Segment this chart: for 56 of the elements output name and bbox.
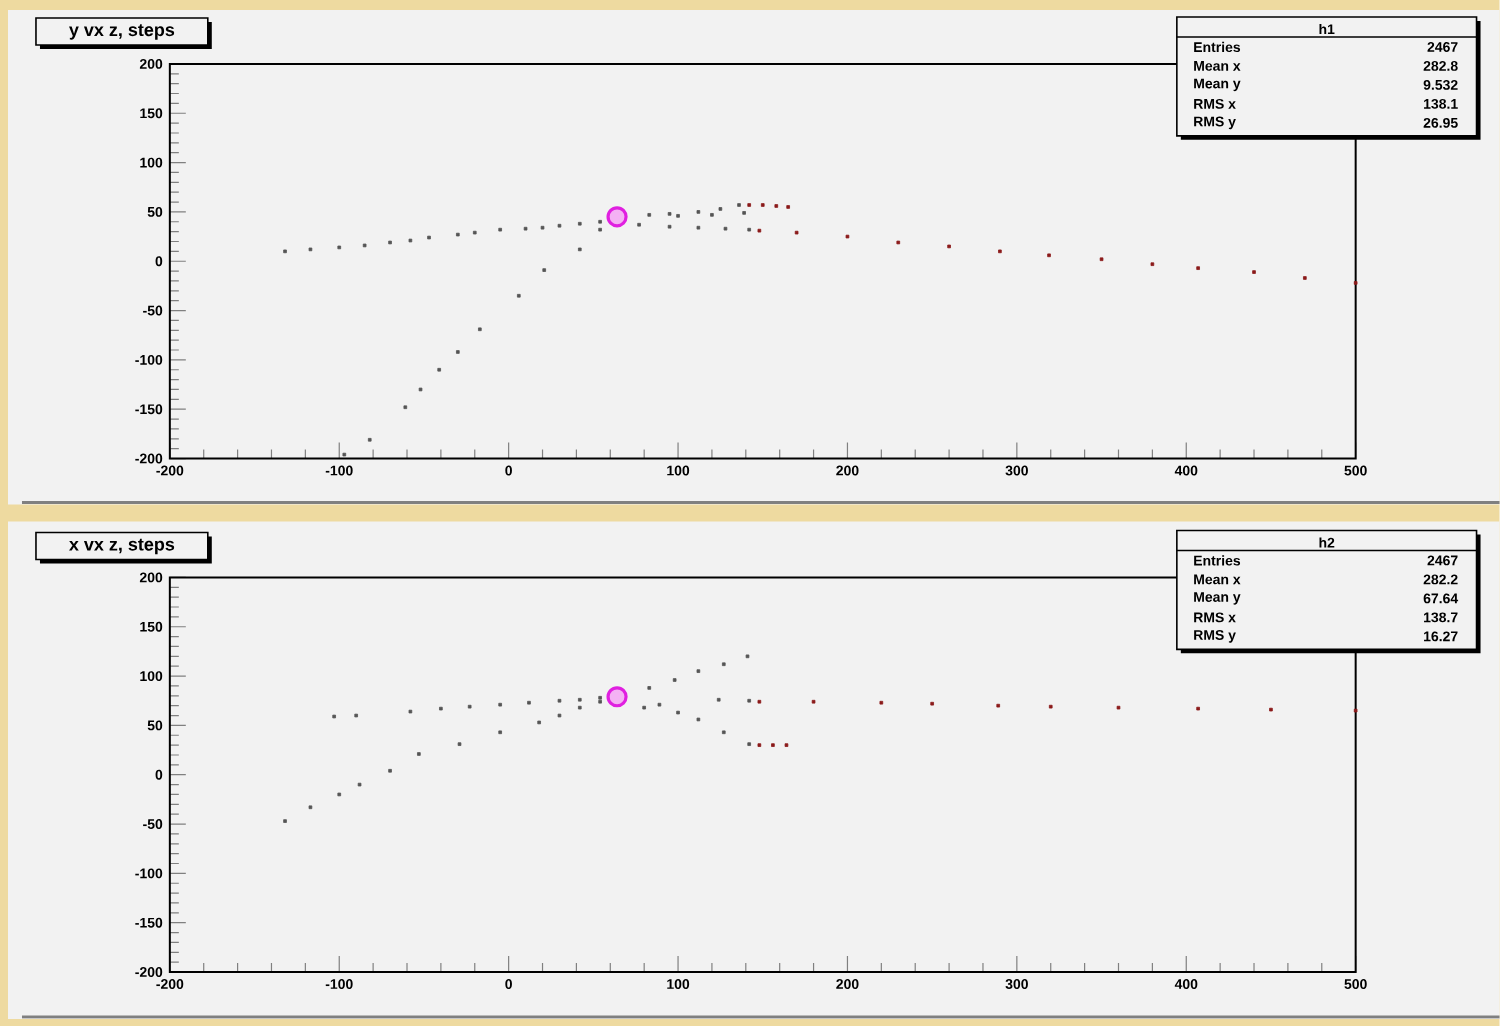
y-tick-label: 200 <box>139 572 163 583</box>
x-tick-label: 100 <box>667 979 690 989</box>
x-tick-label: 200 <box>836 979 859 989</box>
y-tick-label: 50 <box>147 206 163 217</box>
y-tick-label: 0 <box>155 769 163 780</box>
text: 138.1 <box>1424 98 1458 109</box>
x-tick-label: 500 <box>1344 465 1367 476</box>
chart-title: x vx z, steps <box>69 538 175 555</box>
text: 138.7 <box>1424 612 1458 623</box>
text: 2467 <box>1427 555 1458 566</box>
y-tick-label: 200 <box>139 59 163 69</box>
y-tick-label: -150 <box>135 917 163 928</box>
y-tick-label: -50 <box>143 819 163 829</box>
x-tick-label: -100 <box>325 979 353 989</box>
y-tick-label: 0 <box>155 256 163 267</box>
x-tick-label: 400 <box>1174 979 1198 989</box>
y-tick-label: 150 <box>140 108 163 119</box>
annotation: RMS y <box>1194 630 1236 643</box>
y-tick-label: 100 <box>140 671 163 682</box>
y-tick-label: 100 <box>140 157 163 168</box>
annotation: Mean x <box>1194 61 1241 71</box>
text: 282.2 <box>1423 574 1458 585</box>
text: Entries <box>1194 555 1241 566</box>
x-tick-label: 300 <box>1005 465 1028 476</box>
text: h2 <box>1319 537 1335 548</box>
text: 2467 <box>1427 42 1458 52</box>
annotation: RMS x <box>1194 612 1236 623</box>
text: 26.95 <box>1423 117 1458 128</box>
y-tick-label: -150 <box>135 404 163 415</box>
text: Entries <box>1194 41 1241 53</box>
y-tick-label: -50 <box>143 305 163 316</box>
chart-title: y vx z, steps <box>69 24 175 40</box>
y-tick-label: -200 <box>135 453 163 464</box>
y-tick-label: -100 <box>135 354 163 365</box>
y-tick-label: -200 <box>135 967 163 977</box>
annotation: Mean y <box>1194 78 1241 92</box>
x-tick-label: 100 <box>667 465 690 476</box>
text: h1 <box>1319 23 1335 35</box>
x-tick-label: 300 <box>1005 979 1028 990</box>
x-tick-label: -100 <box>325 465 353 476</box>
text: 16.27 <box>1424 631 1458 642</box>
x-tick-label: 0 <box>505 979 512 989</box>
annotation: Mean x <box>1194 574 1241 585</box>
x-tick-label: 500 <box>1344 979 1367 989</box>
y-tick-label: 150 <box>140 621 163 632</box>
y-tick-label: -100 <box>135 868 163 879</box>
text: 67.64 <box>1423 593 1459 604</box>
text: 9.532 <box>1423 79 1458 90</box>
text: 282.8 <box>1423 61 1458 71</box>
y-tick-label: 50 <box>147 720 163 731</box>
annotation: RMS x <box>1194 98 1236 109</box>
x-tick-label: 200 <box>836 465 859 476</box>
annotation: RMS y <box>1194 116 1236 130</box>
x-tick-label: 0 <box>505 465 512 476</box>
annotation: Mean y <box>1194 592 1241 605</box>
x-tick-label: 400 <box>1174 465 1198 476</box>
